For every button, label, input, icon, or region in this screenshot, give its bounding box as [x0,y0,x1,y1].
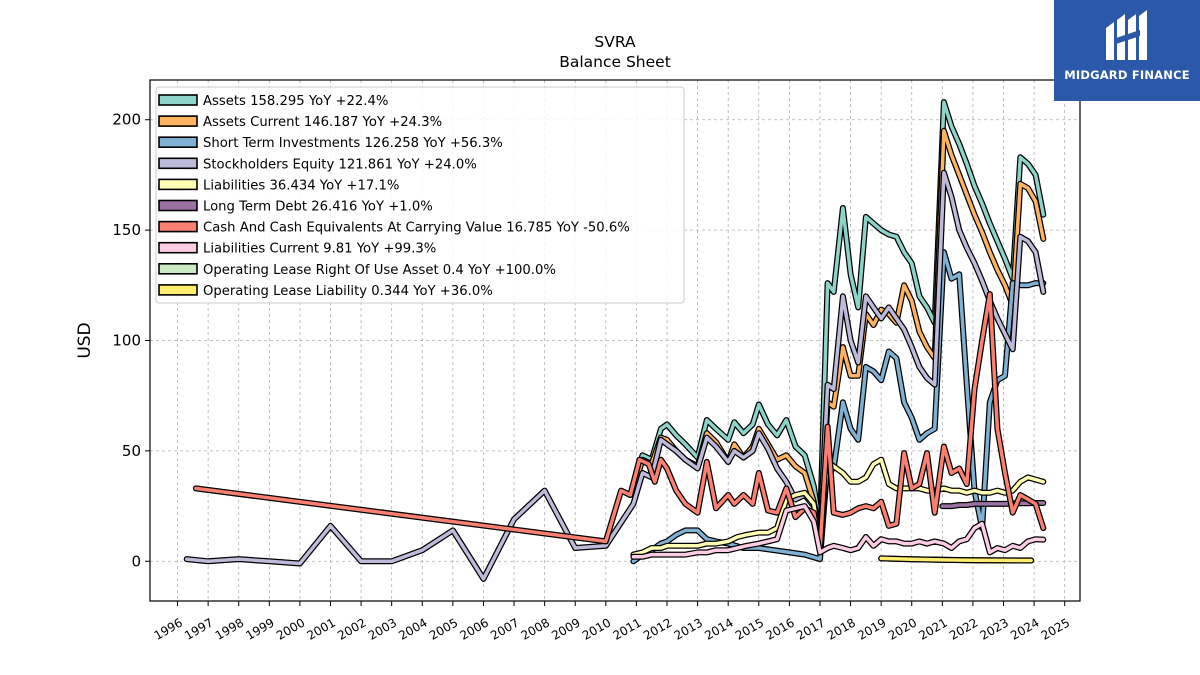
x-tick-label: 2017 [794,615,827,642]
legend-entry-label: Short Term Investments 126.258 YoY +56.3… [203,136,503,151]
x-tick-label: 2007 [488,615,521,642]
legend-swatch [158,241,198,254]
x-tick-label: 1999 [243,615,276,642]
x-tick-label: 2006 [457,615,490,642]
x-tick-label: 2023 [978,615,1011,642]
series-line [631,100,1046,530]
midgard-logo-icon [1106,10,1147,60]
chart-subtitle: Balance Sheet [559,53,671,71]
x-tick-label: 2016 [763,615,796,642]
y-tick-label: 200 [112,111,141,129]
x-tick-label: 1998 [213,615,246,642]
x-tick-label: 2012 [641,615,674,642]
legend-entry-label: Cash And Cash Equivalents At Carrying Va… [203,221,630,236]
legend-swatch [158,220,198,233]
legend-entry-label: Operating Lease Right Of Use Asset 0.4 Y… [203,263,556,278]
x-tick-label: 2019 [855,615,888,642]
y-tick-label: 50 [122,442,141,460]
x-tick-label: 2020 [886,615,919,642]
series-line [631,457,1046,557]
y-tick-label: 150 [112,221,141,239]
x-tick-label: 2015 [733,615,766,642]
x-tick-label: 2001 [305,615,338,642]
series-line [631,504,1046,559]
legend-entry-label: Assets Current 146.187 YoY +24.3% [203,115,442,130]
legend-entry-label: Liabilities Current 9.81 YoY +99.3% [203,242,436,257]
legend-swatch [158,178,198,191]
x-tick-label: 2000 [274,615,307,642]
y-axis-label: USD [75,322,95,358]
legend-entry-label: Operating Lease Liability 0.344 YoY +36.… [203,284,493,299]
legend-swatch [158,136,198,148]
series-line [631,250,1046,564]
legend-swatch [158,94,198,106]
x-tick-label: 2010 [580,615,613,642]
x-tick-label: 2022 [947,615,980,642]
x-tick-label: 2014 [702,615,735,642]
y-tick-label: 0 [131,552,141,570]
x-tick-label: 2025 [1039,615,1072,642]
x-tick-label: 2004 [396,615,429,642]
x-tick-label: 2008 [519,615,552,642]
x-tick-label: 2013 [672,615,705,642]
legend-entry-label: Long Term Debt 26.416 YoY +1.0% [203,200,433,215]
legend-swatch [158,199,198,212]
legend-entry-label: Liabilities 36.434 YoY +17.1% [203,178,399,193]
legend-box [155,86,685,304]
chart-title: SVRA [594,33,636,51]
x-tick-label: 2021 [916,615,949,642]
x-tick-label: 2011 [610,615,643,642]
legend-swatch [158,157,198,170]
x-tick-label: 2002 [335,615,368,642]
x-tick-label: 2009 [549,615,582,642]
series-line [194,292,1046,552]
legend-swatch [158,262,198,275]
series-line [879,556,1033,563]
series-line [631,129,1046,537]
x-tick-label: 2003 [366,615,399,642]
y-tick-label: 100 [112,332,141,350]
midgard-logo: MIDGARD FINANCE [1054,0,1200,101]
legend-entry-label: Assets 158.295 YoY +22.4% [203,94,388,109]
logo-text: MIDGARD FINANCE [1064,68,1190,82]
x-tick-label: 2024 [1008,615,1041,642]
x-tick-label: 1996 [152,615,185,642]
x-tick-label: 2005 [427,615,460,642]
x-tick-label: 2018 [825,615,858,642]
legend-swatch [158,284,198,296]
legend-swatch [158,115,198,127]
x-tick-label: 1997 [182,615,215,642]
series-line [940,501,1046,508]
legend-entry-label: Stockholders Equity 121.861 YoY +24.0% [203,157,477,172]
